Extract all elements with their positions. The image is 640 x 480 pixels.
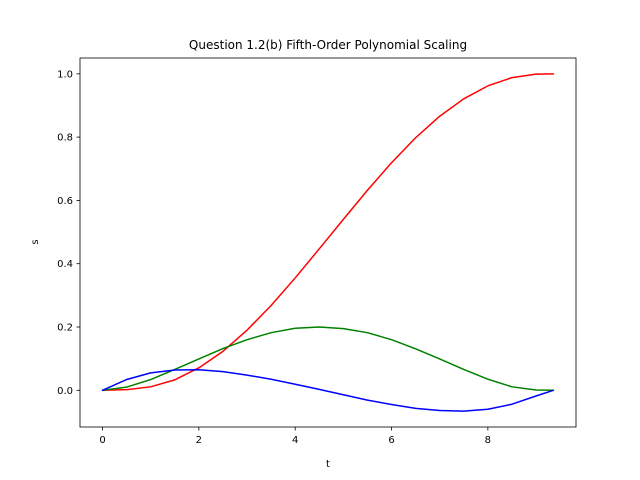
x-ticks: 0 2 4 6 8	[99, 427, 491, 446]
series-layer	[101, 73, 555, 412]
axes-spines	[79, 57, 577, 428]
series-line-1	[101, 73, 555, 392]
y-tick-label: 0.0	[57, 386, 73, 397]
y-axis-label: s	[30, 239, 41, 244]
plot-area	[80, 58, 576, 427]
plot-background	[80, 58, 576, 427]
y-ticks: 0.0 0.2 0.4 0.6 0.8 1.0	[57, 69, 80, 397]
x-tick-label: 2	[196, 435, 202, 446]
series-line-2	[101, 326, 555, 392]
series-line-3	[101, 368, 555, 412]
y-tick-label: 0.6	[57, 196, 73, 207]
x-tick-label: 6	[388, 435, 394, 446]
y-tick-label: 0.8	[57, 133, 73, 144]
y-tick-label: 1.0	[57, 69, 73, 80]
x-tick-label: 8	[485, 435, 491, 446]
x-tick-label: 4	[292, 435, 298, 446]
x-tick-label: 0	[99, 435, 105, 446]
axes-frame	[79, 57, 577, 428]
y-tick-label: 0.2	[57, 322, 73, 333]
x-axis-label: t	[326, 459, 330, 470]
y-tick-label: 0.4	[57, 259, 73, 270]
chart-title: Question 1.2(b) Fifth-Order Polynomial S…	[189, 38, 467, 52]
